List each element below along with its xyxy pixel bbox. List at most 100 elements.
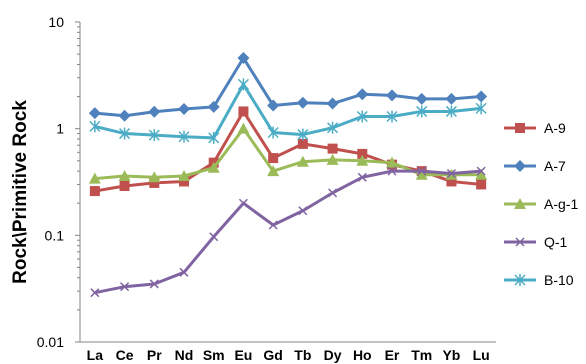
data-point-marker (386, 110, 398, 123)
data-point-marker (237, 122, 250, 134)
data-point-marker (475, 102, 487, 115)
legend: A-9 A-7 A-g-1 Q-1 B-10 (504, 120, 578, 288)
x-category-label: Pr (147, 347, 162, 363)
data-point-marker (179, 267, 189, 277)
data-point-marker (88, 172, 101, 184)
data-point-marker (297, 138, 308, 149)
legend-label: B-10 (544, 272, 574, 288)
legend-item: A-7 (504, 158, 566, 174)
series-a-7 (88, 51, 488, 122)
data-point-marker (148, 129, 160, 142)
data-point-marker (89, 186, 100, 197)
x-category-label: Yb (442, 347, 460, 363)
data-point-marker (476, 166, 486, 176)
data-point-marker (328, 188, 338, 198)
data-point-marker (327, 121, 339, 134)
data-point-marker (149, 279, 159, 289)
data-point-marker (514, 160, 526, 172)
data-point-marker (298, 206, 308, 216)
data-point-marker (326, 97, 339, 110)
data-point-marker (386, 89, 398, 102)
data-point-marker (118, 109, 131, 122)
data-point-marker (179, 176, 189, 187)
x-category-labels: La Ce Pr Nd Sm Eu Gd Tb Dy Ho Er Tm Yb Lu (87, 347, 490, 363)
data-point-marker (267, 99, 280, 112)
data-point-marker (208, 131, 220, 144)
data-point-marker (178, 130, 190, 143)
data-point-marker (296, 96, 309, 109)
data-point-marker (88, 107, 101, 120)
data-point-marker (120, 282, 130, 292)
x-category-label: Tm (411, 347, 432, 363)
data-point-marker (268, 153, 279, 164)
data-point-marker (119, 181, 130, 192)
x-category-label: Lu (473, 347, 490, 363)
data-point-marker (356, 110, 368, 123)
data-point-marker (148, 105, 161, 118)
data-point-marker (148, 171, 161, 183)
y-tick-label: 1 (56, 121, 64, 137)
data-point-marker (297, 128, 309, 141)
y-ticks: 10 1 0.1 0.01 (37, 14, 80, 350)
data-point-marker (445, 92, 458, 105)
data-point-marker (267, 165, 280, 177)
y-tick-label: 0.01 (37, 334, 64, 350)
data-point-marker (149, 177, 160, 188)
data-point-marker (90, 288, 100, 298)
data-point-marker (178, 169, 190, 181)
x-category-label: Er (385, 347, 400, 363)
legend-label: A-7 (544, 158, 566, 174)
series-line (94, 169, 482, 295)
y-axis-title: Rock\Primitive Rock (10, 100, 31, 284)
data-point-marker (515, 237, 525, 247)
series-q-1 (90, 166, 486, 298)
data-point-marker (237, 78, 249, 91)
data-point-marker (296, 155, 309, 167)
data-point-marker (415, 92, 428, 105)
x-category-label: La (87, 347, 104, 363)
data-point-marker (514, 198, 526, 209)
y-tick-label: 0.1 (45, 227, 65, 243)
legend-label: A-g-1 (544, 196, 578, 212)
data-point-marker (119, 127, 131, 140)
legend-label: Q-1 (544, 234, 568, 250)
x-category-label: Ce (116, 347, 134, 363)
series-line (94, 82, 482, 140)
x-category-label: Eu (234, 347, 252, 363)
legend-item: Q-1 (504, 234, 568, 250)
data-point-marker (416, 105, 428, 118)
data-point-marker (446, 176, 457, 187)
data-point-marker (327, 143, 338, 154)
data-point-marker (237, 51, 250, 64)
series-group (88, 51, 488, 298)
data-point-marker (387, 166, 397, 176)
data-point-marker (118, 169, 131, 181)
legend-item: A-9 (504, 120, 566, 136)
data-point-marker (476, 179, 487, 190)
legend-label: A-9 (544, 120, 566, 136)
x-category-label: Nd (175, 347, 194, 363)
data-point-marker (514, 274, 526, 286)
data-point-marker (417, 166, 427, 176)
series-line (94, 127, 482, 181)
data-point-marker (445, 105, 457, 118)
data-point-marker (326, 153, 339, 165)
axes (79, 22, 496, 343)
data-point-marker (178, 102, 190, 115)
data-point-marker (475, 168, 488, 180)
data-point-marker (267, 126, 279, 139)
data-point-marker (356, 88, 369, 101)
x-category-label: Gd (263, 347, 282, 363)
x-category-label: Tb (294, 347, 311, 363)
data-point-marker (238, 106, 249, 117)
y-tick-label: 10 (48, 14, 64, 30)
data-point-marker (89, 120, 101, 133)
series-a-9 (89, 106, 487, 197)
data-point-marker (357, 172, 367, 182)
legend-item: A-g-1 (504, 196, 578, 212)
data-point-marker (357, 148, 368, 159)
data-point-marker (207, 100, 220, 113)
data-point-marker (415, 168, 428, 180)
